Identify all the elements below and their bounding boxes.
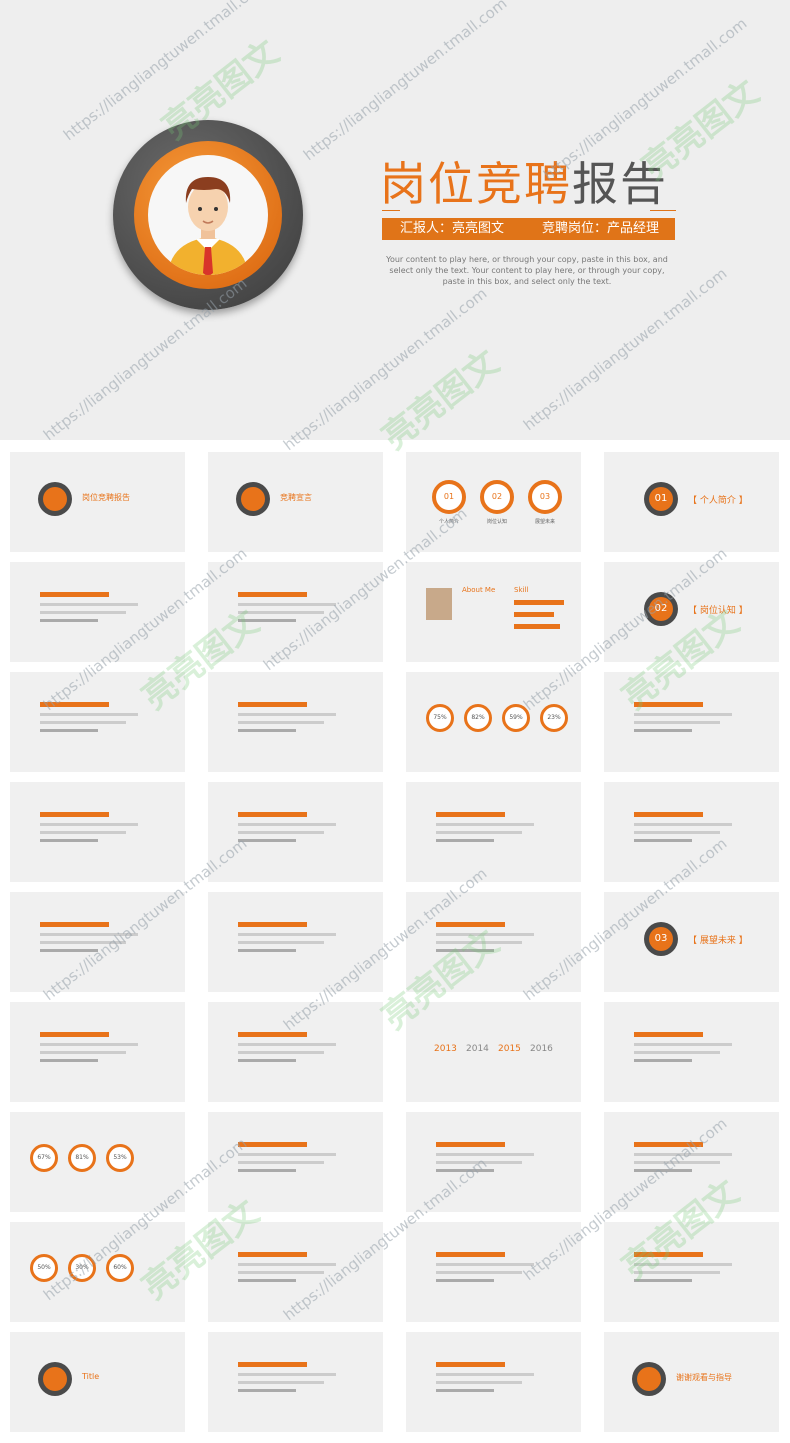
skill-label: Skill — [514, 586, 529, 594]
reporter-bar: 汇报人：亮亮图文 竞聘岗位：产品经理 — [382, 218, 675, 240]
slide-thumbnail[interactable] — [208, 672, 383, 772]
section-number: 02 — [649, 597, 673, 621]
slide-thumbnail[interactable] — [604, 672, 779, 772]
slide-thumbnail[interactable]: 2013 2014 2015 2016 — [406, 1002, 581, 1102]
title-orange: 岗位竞聘 — [380, 157, 572, 211]
slide-thumbnail[interactable] — [208, 1112, 383, 1212]
slide-thumbnail[interactable]: About Me Skill — [406, 562, 581, 662]
divider — [382, 210, 400, 211]
slide-thumbnail[interactable]: 竞聘宣言 — [208, 452, 383, 552]
percent-ring: 59% — [502, 704, 530, 732]
percent-ring: 60% — [106, 1254, 134, 1282]
slide-thumbnail[interactable] — [406, 782, 581, 882]
slide-thumbnail[interactable]: 02 【 岗位认知 】 — [604, 562, 779, 662]
section-label: 【 岗位认知 】 — [688, 606, 748, 616]
timeline-year: 2014 — [466, 1044, 489, 1054]
slide-thumbnail[interactable] — [604, 1112, 779, 1212]
thumbnail-grid: 岗位竞聘报告 竞聘宣言 01 个人简介 02 岗位认知 03 展望未来 01 【 个人简介 】 Ab… — [0, 440, 790, 1443]
percent-ring: 53% — [106, 1144, 134, 1172]
cover-slide: 岗位竞聘报告 汇报人：亮亮图文 竞聘岗位：产品经理 Your content t… — [0, 0, 790, 440]
section-label: 【 展望未来 】 — [688, 936, 748, 946]
slide-thumbnail[interactable]: 50% 30% 60% — [10, 1222, 185, 1322]
slide-thumbnail[interactable] — [10, 892, 185, 992]
slide-thumbnail[interactable] — [208, 782, 383, 882]
slide-thumbnail[interactable] — [406, 1332, 581, 1432]
about-me-label: About Me — [462, 586, 496, 594]
page-title: 岗位竞聘报告 — [380, 156, 668, 212]
slide-thumbnail[interactable] — [208, 892, 383, 992]
agenda-label: 展望未来 — [534, 519, 555, 525]
slide-thumbnail[interactable]: 谢谢观看与指导 — [604, 1332, 779, 1432]
person-icon — [168, 177, 248, 275]
slide-thumbnail[interactable] — [208, 1222, 383, 1322]
slide-thumbnail[interactable] — [604, 1002, 779, 1102]
timeline-year: 2015 — [498, 1044, 521, 1054]
slide-thumbnail[interactable] — [604, 782, 779, 882]
agenda-label: 个人简介 — [438, 519, 459, 525]
slide-thumbnail[interactable] — [208, 562, 383, 662]
slide-thumbnail[interactable]: 03 【 展望未来 】 — [604, 892, 779, 992]
percent-ring: 50% — [30, 1254, 58, 1282]
agenda-number: 01 — [432, 480, 466, 514]
agenda-number: 03 — [528, 480, 562, 514]
title-gray: 报告 — [572, 157, 668, 211]
slide-thumbnail[interactable] — [10, 562, 185, 662]
section-number: 03 — [649, 927, 673, 951]
slide-thumbnail[interactable] — [208, 1332, 383, 1432]
percent-ring: 75% — [426, 704, 454, 732]
subtitle-text: Your content to play here, or through yo… — [386, 255, 668, 286]
divider — [650, 210, 676, 211]
timeline-year: 2016 — [530, 1044, 553, 1054]
slide-thumbnail[interactable] — [604, 1222, 779, 1322]
slide-label: Title — [82, 1372, 100, 1381]
reporter-label: 汇报人：亮亮图文 — [400, 221, 505, 236]
percent-ring: 23% — [540, 704, 568, 732]
avatar — [148, 155, 268, 275]
agenda-number: 02 — [480, 480, 514, 514]
slide-thumbnail[interactable] — [406, 1112, 581, 1212]
slide-thumbnail[interactable]: Title — [10, 1332, 185, 1432]
position-label: 竞聘岗位：产品经理 — [542, 221, 660, 236]
slide-thumbnail[interactable]: 01 个人简介 02 岗位认知 03 展望未来 — [406, 452, 581, 552]
section-label: 【 个人简介 】 — [688, 496, 748, 506]
slide-thumbnail[interactable]: 75% 82% 59% 23% — [406, 672, 581, 772]
slide-thumbnail[interactable] — [208, 1002, 383, 1102]
slide-thumbnail[interactable] — [406, 892, 581, 992]
agenda-label: 岗位认知 — [486, 519, 507, 525]
slide-thumbnail[interactable] — [10, 672, 185, 772]
slide-thumbnail[interactable]: 67% 81% 53% — [10, 1112, 185, 1212]
slide-label: 谢谢观看与指导 — [676, 1373, 732, 1382]
slide-thumbnail[interactable] — [10, 1002, 185, 1102]
slide-label: 岗位竞聘报告 — [82, 493, 130, 502]
slide-thumbnail[interactable] — [10, 782, 185, 882]
percent-ring: 82% — [464, 704, 492, 732]
percent-ring: 67% — [30, 1144, 58, 1172]
percent-ring: 30% — [68, 1254, 96, 1282]
section-number: 01 — [649, 487, 673, 511]
slide-label: 竞聘宣言 — [280, 493, 312, 502]
slide-thumbnail[interactable] — [406, 1222, 581, 1322]
slide-thumbnail[interactable]: 01 【 个人简介 】 — [604, 452, 779, 552]
percent-ring: 81% — [68, 1144, 96, 1172]
slide-thumbnail[interactable]: 岗位竞聘报告 — [10, 452, 185, 552]
timeline-year: 2013 — [434, 1044, 457, 1054]
